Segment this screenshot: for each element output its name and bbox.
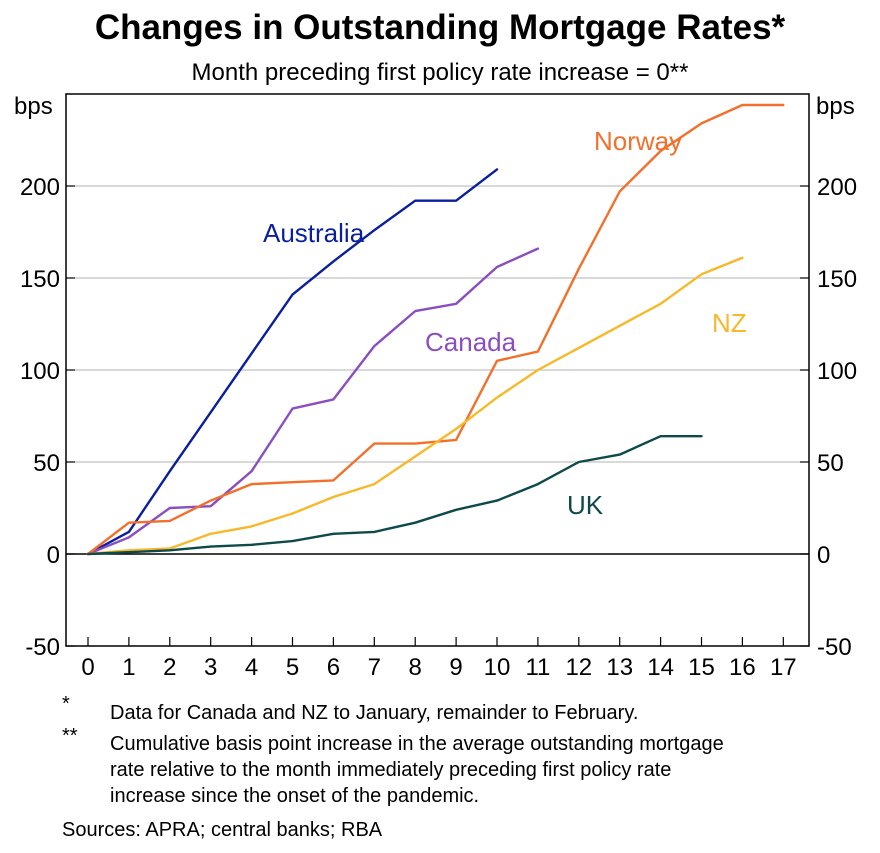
x-tick-label: 3 xyxy=(204,654,217,681)
y-tick-label-right: 200 xyxy=(817,174,857,201)
series-label-norway: Norway xyxy=(594,126,682,156)
footnote-star-mark: * xyxy=(62,693,70,715)
x-tick-label: 7 xyxy=(368,654,381,681)
series-line-australia xyxy=(86,168,499,556)
series-line-nz xyxy=(86,256,744,556)
y-tick-label-right: 100 xyxy=(817,358,857,385)
x-tick-label: 11 xyxy=(525,654,550,681)
x-tick-label: 8 xyxy=(409,654,422,681)
x-tick-label: 17 xyxy=(770,654,797,681)
y-tick-label-right: 50 xyxy=(817,450,844,477)
x-tick-label: 12 xyxy=(565,654,592,681)
series-lines xyxy=(86,103,785,556)
x-tick-label: 14 xyxy=(647,654,674,681)
gridlines xyxy=(66,185,809,555)
series-line-uk xyxy=(86,435,703,556)
x-tick-label: 0 xyxy=(81,654,94,681)
y-axis-unit-left: bps xyxy=(14,93,53,120)
series-line-canada xyxy=(86,247,540,556)
footnote-double-star-mark: ** xyxy=(62,725,78,747)
x-tick-label: 2 xyxy=(163,654,176,681)
series-label-australia: Australia xyxy=(263,218,365,248)
x-tick-label: 13 xyxy=(606,654,633,681)
footnote-double-star-line-2: rate relative to the month immediately p… xyxy=(110,759,672,781)
x-tick-label: 6 xyxy=(327,654,340,681)
footnote-double-star-line-1: Cumulative basis point increase in the a… xyxy=(110,733,724,755)
y-tick-label-left: 150 xyxy=(20,266,60,293)
x-tick-label: 1 xyxy=(122,654,135,681)
chart-title: Changes in Outstanding Mortgage Rates* xyxy=(94,8,786,47)
y-tick-label-left: 0 xyxy=(47,542,60,569)
y-tick-label-left: 200 xyxy=(20,174,60,201)
y-tick-label-right: 150 xyxy=(817,266,857,293)
series-label-uk: UK xyxy=(567,490,604,520)
y-tick-label-left: -50 xyxy=(25,634,60,661)
x-tick-label: 16 xyxy=(729,654,756,681)
y-axis-unit-right: bps xyxy=(816,93,855,120)
x-tick-label: 10 xyxy=(484,654,511,681)
y-tick-label-left: 50 xyxy=(33,450,60,477)
y-tick-label-right: -50 xyxy=(817,634,852,661)
footnote-double-star-line-3: increase since the onset of the pandemic… xyxy=(110,785,480,807)
series-label-nz: NZ xyxy=(712,308,747,338)
x-tick-label: 4 xyxy=(245,654,258,681)
series-label-canada: Canada xyxy=(425,327,517,357)
chart-subtitle: Month preceding first policy rate increa… xyxy=(191,59,689,86)
x-tick-label: 15 xyxy=(688,654,715,681)
y-tick-label-left: 100 xyxy=(20,358,60,385)
x-tick-label: 5 xyxy=(286,654,299,681)
y-tick-label-right: 0 xyxy=(817,542,830,569)
sources-note: Sources: APRA; central banks; RBA xyxy=(62,819,383,841)
x-tick-label: 9 xyxy=(449,654,462,681)
footnote-star-text: Data for Canada and NZ to January, remai… xyxy=(110,702,639,724)
